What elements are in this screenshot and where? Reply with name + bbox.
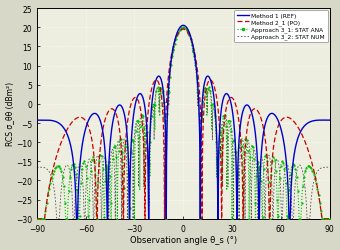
X-axis label: Observation angle θ_s (°): Observation angle θ_s (°) bbox=[130, 236, 237, 244]
Y-axis label: RCS σ_θθ (dBm²): RCS σ_θθ (dBm²) bbox=[5, 82, 15, 146]
Legend: Method 1 (REF), Method 2_1 (PO), Approach 3_1: STAT ANA, Approach 3_2: STAT NUM: Method 1 (REF), Method 2_1 (PO), Approac… bbox=[234, 11, 328, 43]
